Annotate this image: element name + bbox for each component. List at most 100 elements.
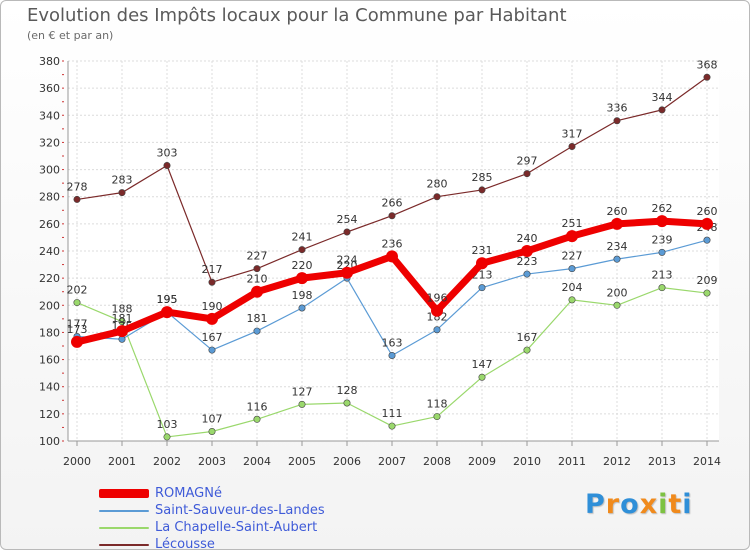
data-label: 262 bbox=[652, 202, 673, 215]
logo-letter: o bbox=[620, 489, 640, 520]
data-label: 283 bbox=[112, 174, 133, 187]
x-tick-label: 2007 bbox=[378, 455, 406, 468]
data-point bbox=[613, 117, 621, 125]
data-point bbox=[566, 230, 578, 243]
data-point bbox=[386, 250, 398, 263]
data-point bbox=[568, 265, 576, 273]
y-tick-label: 320 bbox=[39, 136, 60, 149]
data-point bbox=[478, 186, 486, 194]
logo-letter: i bbox=[682, 489, 693, 520]
x-tick-label: 2002 bbox=[153, 455, 181, 468]
x-tick-label: 2001 bbox=[108, 455, 136, 468]
data-point bbox=[523, 170, 531, 178]
data-point bbox=[298, 246, 306, 254]
y-tick-label: 100 bbox=[39, 435, 60, 448]
data-point bbox=[163, 162, 171, 170]
data-label: 118 bbox=[427, 398, 448, 411]
data-label: 167 bbox=[202, 331, 223, 344]
data-point bbox=[73, 195, 81, 203]
data-label: 202 bbox=[67, 284, 88, 297]
data-label: 116 bbox=[247, 400, 268, 413]
x-tick-label: 2000 bbox=[63, 455, 91, 468]
y-tick-label: 240 bbox=[39, 245, 60, 258]
y-tick-label: 160 bbox=[39, 354, 60, 367]
line-chart: 100 120 140 160 180 200 220 240 260 280 300 320 340 3… bbox=[39, 55, 721, 468]
data-point bbox=[341, 266, 353, 279]
data-label: 200 bbox=[607, 286, 628, 299]
data-point bbox=[208, 427, 216, 435]
data-label: 167 bbox=[517, 331, 538, 344]
data-point bbox=[116, 325, 128, 338]
data-point bbox=[163, 433, 171, 441]
data-label: 297 bbox=[517, 155, 538, 168]
chart-title: Evolution des Impôts locaux pour la Comm… bbox=[27, 5, 567, 26]
data-label: 278 bbox=[67, 180, 88, 193]
data-label: 236 bbox=[382, 237, 403, 250]
data-point bbox=[71, 335, 83, 348]
data-point bbox=[118, 318, 126, 326]
x-tick-label: 2008 bbox=[423, 455, 451, 468]
data-point bbox=[476, 257, 488, 270]
data-point bbox=[433, 326, 441, 334]
data-label: 188 bbox=[112, 303, 133, 316]
x-tick-label: 2010 bbox=[513, 455, 541, 468]
data-label: 181 bbox=[112, 312, 133, 325]
data-point bbox=[343, 399, 351, 407]
data-label: 240 bbox=[517, 232, 538, 245]
data-point bbox=[703, 236, 711, 244]
data-label: 231 bbox=[472, 244, 493, 257]
y-tick-label: 200 bbox=[39, 299, 60, 312]
data-point bbox=[388, 212, 396, 220]
logo-letter: i bbox=[658, 489, 669, 520]
data-point bbox=[611, 217, 623, 230]
y-tick-label: 340 bbox=[39, 109, 60, 122]
data-label: 181 bbox=[247, 312, 268, 325]
data-label: 344 bbox=[652, 91, 673, 104]
legend-swatch bbox=[99, 544, 149, 546]
data-point bbox=[478, 373, 486, 381]
data-label: 209 bbox=[697, 274, 718, 287]
data-label: 213 bbox=[652, 269, 673, 282]
data-point bbox=[703, 73, 711, 81]
data-label: 190 bbox=[202, 300, 223, 313]
y-tick-label: 380 bbox=[39, 55, 60, 68]
legend-label: La Chapelle-Saint-Aubert bbox=[155, 520, 318, 535]
legend-swatch bbox=[99, 510, 149, 512]
data-label: 260 bbox=[607, 205, 628, 218]
y-tick-label: 260 bbox=[39, 218, 60, 231]
data-point bbox=[613, 255, 621, 263]
y-tick-label: 300 bbox=[39, 164, 60, 177]
y-tick-label: 180 bbox=[39, 326, 60, 339]
data-point bbox=[388, 351, 396, 359]
data-point bbox=[298, 400, 306, 408]
data-label: 217 bbox=[202, 263, 223, 276]
x-tick-label: 2011 bbox=[558, 455, 586, 468]
data-point bbox=[521, 245, 533, 257]
data-label: 163 bbox=[382, 337, 403, 350]
y-tick-label: 140 bbox=[39, 381, 60, 394]
chart-subtitle: (en € et par an) bbox=[27, 29, 114, 42]
data-point bbox=[206, 312, 218, 325]
legend-label: ROMAGNé bbox=[155, 486, 222, 501]
data-point bbox=[251, 285, 263, 298]
data-point bbox=[296, 272, 308, 285]
x-tick-label: 2006 bbox=[333, 455, 361, 468]
data-label: 234 bbox=[607, 240, 628, 253]
data-label: 227 bbox=[247, 250, 268, 263]
x-tick-label: 2004 bbox=[243, 455, 271, 468]
data-label: 336 bbox=[607, 102, 628, 115]
data-label: 195 bbox=[157, 293, 178, 306]
logo-letter: P bbox=[585, 489, 606, 520]
data-label: 195 bbox=[157, 293, 178, 306]
data-point bbox=[388, 422, 396, 430]
logo-letter: t bbox=[668, 489, 683, 520]
x-tick-label: 2013 bbox=[648, 455, 676, 468]
data-label: 127 bbox=[292, 385, 313, 398]
y-tick-label: 120 bbox=[39, 408, 60, 421]
data-point bbox=[613, 301, 621, 309]
legend-swatch bbox=[99, 527, 149, 529]
data-label: 303 bbox=[157, 147, 178, 160]
legend-label: Lécousse bbox=[155, 537, 215, 550]
data-label: 368 bbox=[697, 58, 718, 71]
